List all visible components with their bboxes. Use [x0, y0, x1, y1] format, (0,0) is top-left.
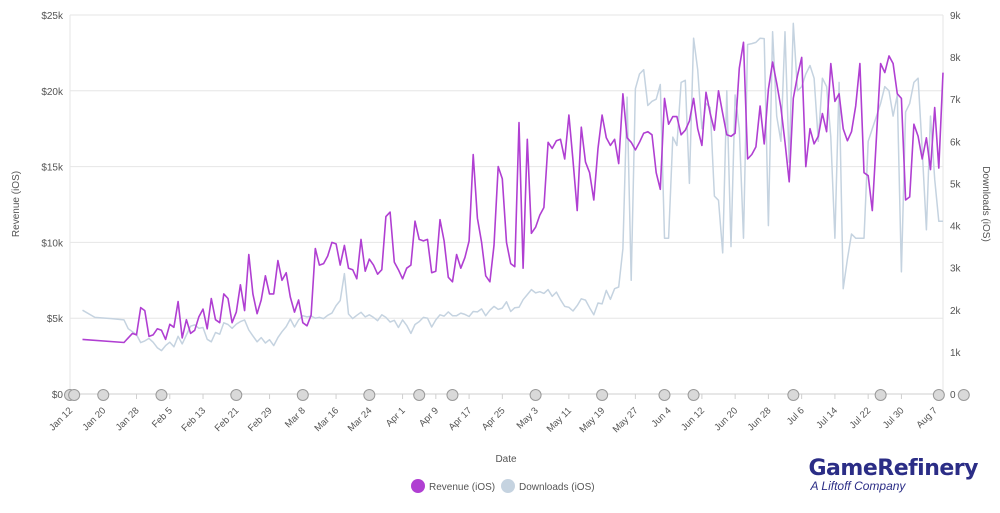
left-tick-label: $0: [52, 390, 64, 401]
x-tick-label: Apr 17: [447, 405, 475, 433]
revenue-series-line: [82, 41, 944, 344]
x-tick-label: Apr 1: [384, 405, 408, 429]
x-tick-label: Feb 5: [150, 405, 175, 430]
x-tick-label: Apr 25: [480, 405, 508, 433]
annotation-marker: [97, 389, 110, 401]
x-tick-label: Apr 9: [417, 405, 441, 429]
annotation-marker: [957, 389, 970, 401]
annotation-marker: [932, 389, 945, 401]
annotation-marker: [529, 389, 542, 401]
x-tick-label: Jun 4: [650, 405, 674, 429]
x-tick-label: Jan 28: [114, 405, 142, 433]
series-layer: [82, 22, 944, 352]
right-tick-label: 3k: [950, 264, 962, 275]
x-tick-label: May 3: [515, 405, 541, 431]
right-tick-label: 2k: [950, 306, 962, 317]
annotation-marker: [296, 389, 309, 401]
x-tick-label: Feb 29: [246, 405, 275, 434]
legend-label-downloads: Downloads (iOS): [519, 482, 595, 493]
legend-swatch-revenue: [411, 479, 425, 493]
annotation-marker: [230, 389, 243, 401]
annotation-marker: [687, 389, 700, 401]
brand-name: GameRefinery: [808, 456, 979, 481]
annotation-marker: [596, 389, 609, 401]
chart-legend[interactable]: Revenue (iOS) Downloads (iOS): [411, 479, 595, 493]
x-tick-label: Feb 21: [213, 405, 242, 434]
x-axis-ticks: Jan 12 Jan 20 Jan 28 Feb 5 Feb 13 Feb 21 Feb 2…: [47, 394, 940, 435]
legend-label-revenue: Revenue (iOS): [429, 482, 495, 493]
right-axis-title: Downloads (iOS): [980, 166, 991, 242]
left-axis-title: Revenue (iOS): [11, 171, 22, 237]
left-tick-label: $15k: [41, 163, 64, 174]
x-tick-label: Jul 30: [881, 405, 907, 431]
annotation-markers: [64, 389, 970, 401]
x-tick-label: Mar 24: [346, 405, 375, 434]
x-tick-label: Jun 12: [679, 405, 707, 433]
annotation-marker: [658, 389, 671, 401]
x-tick-label: Feb 13: [179, 405, 208, 434]
x-tick-label: Jul 14: [814, 405, 840, 431]
x-tick-label: Jan 20: [80, 405, 108, 433]
downloads-series-line: [82, 22, 943, 352]
right-tick-label: 7k: [950, 95, 962, 106]
x-tick-label: Mar 16: [312, 405, 341, 434]
x-tick-label: Mar 8: [283, 405, 308, 430]
x-tick-label: Jul 22: [848, 405, 874, 431]
x-tick-label: Aug 7: [914, 405, 939, 430]
legend-item-revenue[interactable]: Revenue (iOS): [411, 479, 495, 493]
right-tick-label: 1k: [950, 348, 962, 359]
x-tick-label: Jun 20: [712, 405, 740, 433]
x-tick-label: Jun 28: [746, 405, 774, 433]
annotation-marker: [874, 389, 887, 401]
left-tick-label: $10k: [41, 238, 64, 249]
x-tick-label: May 27: [611, 405, 641, 435]
annotation-marker: [68, 389, 81, 401]
annotation-marker: [413, 389, 426, 401]
annotation-marker: [155, 389, 168, 401]
annotation-marker: [363, 389, 376, 401]
x-tick-label: Jan 12: [47, 405, 75, 433]
x-tick-label: May 19: [577, 405, 607, 435]
left-tick-label: $20k: [41, 87, 64, 98]
right-tick-label: 8k: [950, 53, 962, 64]
brand-logo: GameRefinery A Liftoff Company: [809, 456, 979, 493]
x-tick-label: May 11: [545, 405, 574, 434]
annotation-marker: [446, 389, 459, 401]
right-tick-label: 0: [950, 390, 956, 401]
x-tick-label: Jul 6: [785, 405, 807, 427]
left-tick-label: $5k: [47, 314, 64, 325]
right-tick-label: 9k: [950, 11, 962, 22]
annotation-marker: [787, 389, 800, 401]
right-tick-label: 5k: [950, 179, 962, 190]
left-tick-label: $25k: [41, 11, 64, 22]
legend-swatch-downloads: [501, 479, 515, 493]
x-axis-title: Date: [495, 454, 517, 465]
brand-tagline: A Liftoff Company: [810, 479, 906, 493]
right-tick-label: 4k: [950, 222, 962, 233]
left-axis-ticks: $0 $5k $10k $15k $20k $25k: [41, 11, 64, 401]
right-tick-label: 6k: [950, 137, 962, 148]
legend-item-downloads[interactable]: Downloads (iOS): [501, 479, 595, 493]
right-axis-ticks: 0 1k 2k 3k 4k 5k 6k 7k 8k 9k: [950, 11, 962, 401]
